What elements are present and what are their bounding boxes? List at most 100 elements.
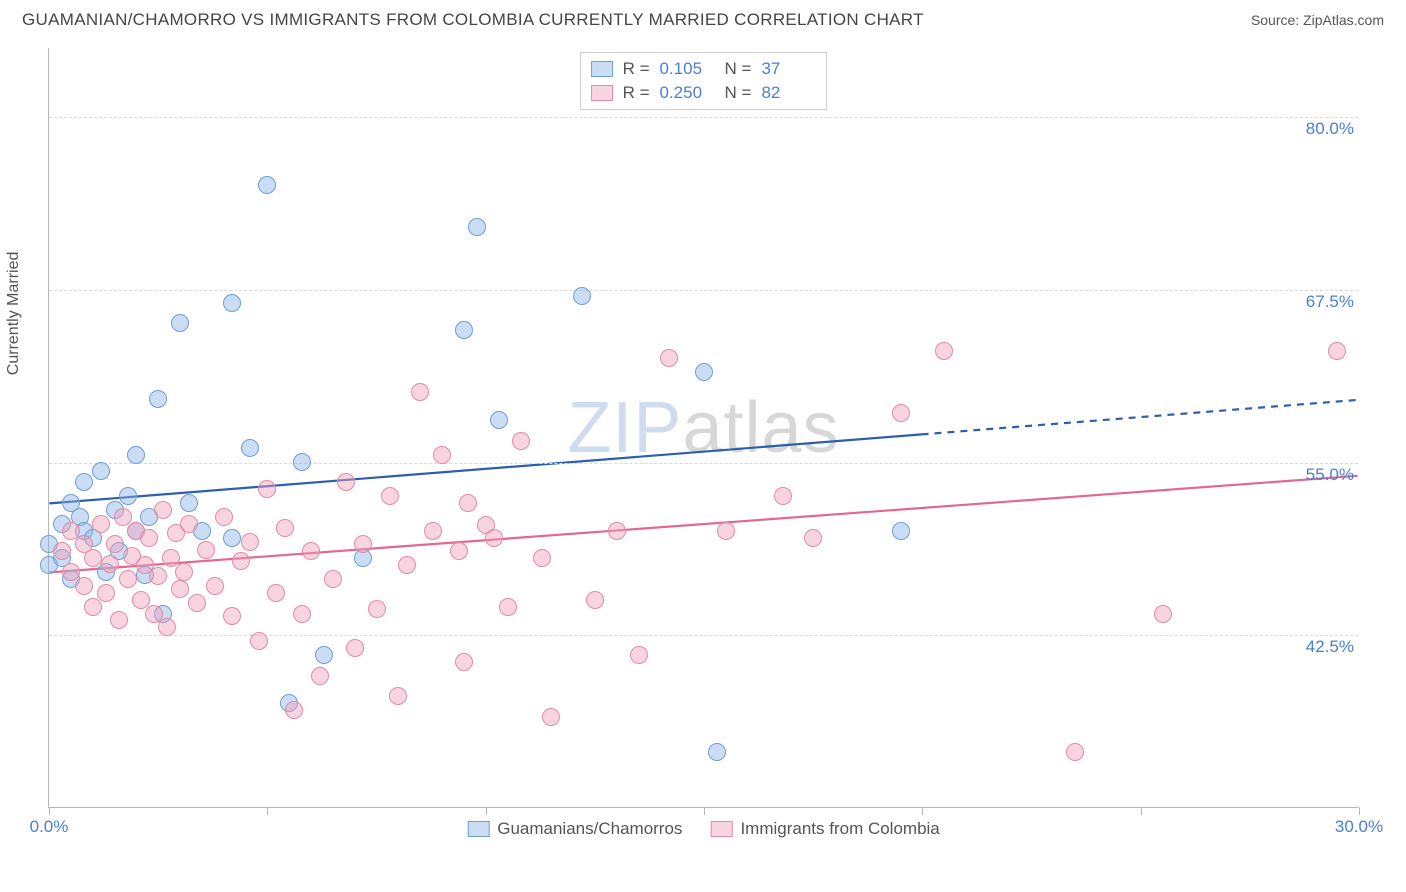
data-point	[250, 632, 268, 650]
data-point	[84, 598, 102, 616]
data-point	[717, 522, 735, 540]
data-point	[140, 529, 158, 547]
data-point	[75, 577, 93, 595]
data-point	[490, 411, 508, 429]
data-point	[149, 567, 167, 585]
data-point	[293, 605, 311, 623]
data-point	[455, 653, 473, 671]
data-point	[892, 522, 910, 540]
chart-title: GUAMANIAN/CHAMORRO VS IMMIGRANTS FROM CO…	[22, 10, 924, 30]
data-point	[892, 404, 910, 422]
x-tick-label: 30.0%	[1335, 817, 1383, 837]
data-point	[92, 515, 110, 533]
data-point	[935, 342, 953, 360]
header: GUAMANIAN/CHAMORRO VS IMMIGRANTS FROM CO…	[0, 0, 1406, 36]
data-point	[774, 487, 792, 505]
x-tick	[267, 807, 268, 815]
gridline	[49, 463, 1358, 464]
data-point	[608, 522, 626, 540]
legend-swatch-1	[591, 85, 613, 101]
data-point	[241, 533, 259, 551]
y-tick-label: 67.5%	[1306, 292, 1360, 312]
data-point	[110, 611, 128, 629]
data-point	[586, 591, 604, 609]
watermark: ZIPatlas	[567, 387, 839, 469]
data-point	[119, 570, 137, 588]
data-point	[337, 473, 355, 491]
x-tick	[1359, 807, 1360, 815]
x-tick	[1141, 807, 1142, 815]
data-point	[171, 314, 189, 332]
data-point	[223, 294, 241, 312]
y-tick-label: 80.0%	[1306, 119, 1360, 139]
data-point	[1066, 743, 1084, 761]
data-point	[232, 552, 250, 570]
data-point	[223, 529, 241, 547]
data-point	[468, 218, 486, 236]
data-point	[542, 708, 560, 726]
gridline	[49, 290, 1358, 291]
x-tick	[49, 807, 50, 815]
legend-series: Guamanians/Chamorros Immigrants from Col…	[467, 819, 940, 839]
data-point	[1154, 605, 1172, 623]
data-point	[258, 480, 276, 498]
data-point	[84, 549, 102, 567]
data-point	[485, 529, 503, 547]
trend-lines	[49, 48, 1358, 807]
legend-swatch-b0	[467, 821, 489, 837]
data-point	[411, 383, 429, 401]
data-point	[324, 570, 342, 588]
data-point	[695, 363, 713, 381]
n-label: N =	[725, 59, 752, 79]
data-point	[368, 600, 386, 618]
data-point	[573, 287, 591, 305]
data-point	[154, 501, 172, 519]
data-point	[398, 556, 416, 574]
data-point	[455, 321, 473, 339]
data-point	[512, 432, 530, 450]
y-tick-label: 55.0%	[1306, 465, 1360, 485]
source-label: Source: ZipAtlas.com	[1251, 12, 1384, 28]
legend-swatch-b1	[710, 821, 732, 837]
data-point	[97, 584, 115, 602]
legend-item-0: Guamanians/Chamorros	[467, 819, 682, 839]
data-point	[311, 667, 329, 685]
legend-stats: R = 0.105 N = 37 R = 0.250 N = 82	[580, 52, 828, 110]
data-point	[354, 535, 372, 553]
data-point	[106, 535, 124, 553]
data-point	[1328, 342, 1346, 360]
data-point	[215, 508, 233, 526]
data-point	[315, 646, 333, 664]
data-point	[188, 594, 206, 612]
data-point	[158, 618, 176, 636]
y-tick-label: 42.5%	[1306, 637, 1360, 657]
data-point	[92, 462, 110, 480]
data-point	[241, 439, 259, 457]
legend-label-0: Guamanians/Chamorros	[497, 819, 682, 839]
data-point	[433, 446, 451, 464]
data-point	[75, 473, 93, 491]
watermark-zip: ZIP	[567, 388, 682, 468]
legend-label-1: Immigrants from Colombia	[740, 819, 939, 839]
r-label: R =	[623, 83, 650, 103]
legend-stats-row-0: R = 0.105 N = 37	[591, 57, 817, 81]
gridline	[49, 635, 1358, 636]
data-point	[381, 487, 399, 505]
data-point	[127, 446, 145, 464]
data-point	[293, 453, 311, 471]
legend-swatch-0	[591, 61, 613, 77]
data-point	[459, 494, 477, 512]
data-point	[450, 542, 468, 560]
data-point	[180, 515, 198, 533]
data-point	[171, 580, 189, 598]
data-point	[149, 390, 167, 408]
data-point	[389, 687, 407, 705]
x-tick	[922, 807, 923, 815]
data-point	[180, 494, 198, 512]
data-point	[285, 701, 303, 719]
y-axis-label: Currently Married	[5, 251, 23, 375]
data-point	[119, 487, 137, 505]
data-point	[660, 349, 678, 367]
n-label: N =	[725, 83, 752, 103]
legend-stats-row-1: R = 0.250 N = 82	[591, 81, 817, 105]
